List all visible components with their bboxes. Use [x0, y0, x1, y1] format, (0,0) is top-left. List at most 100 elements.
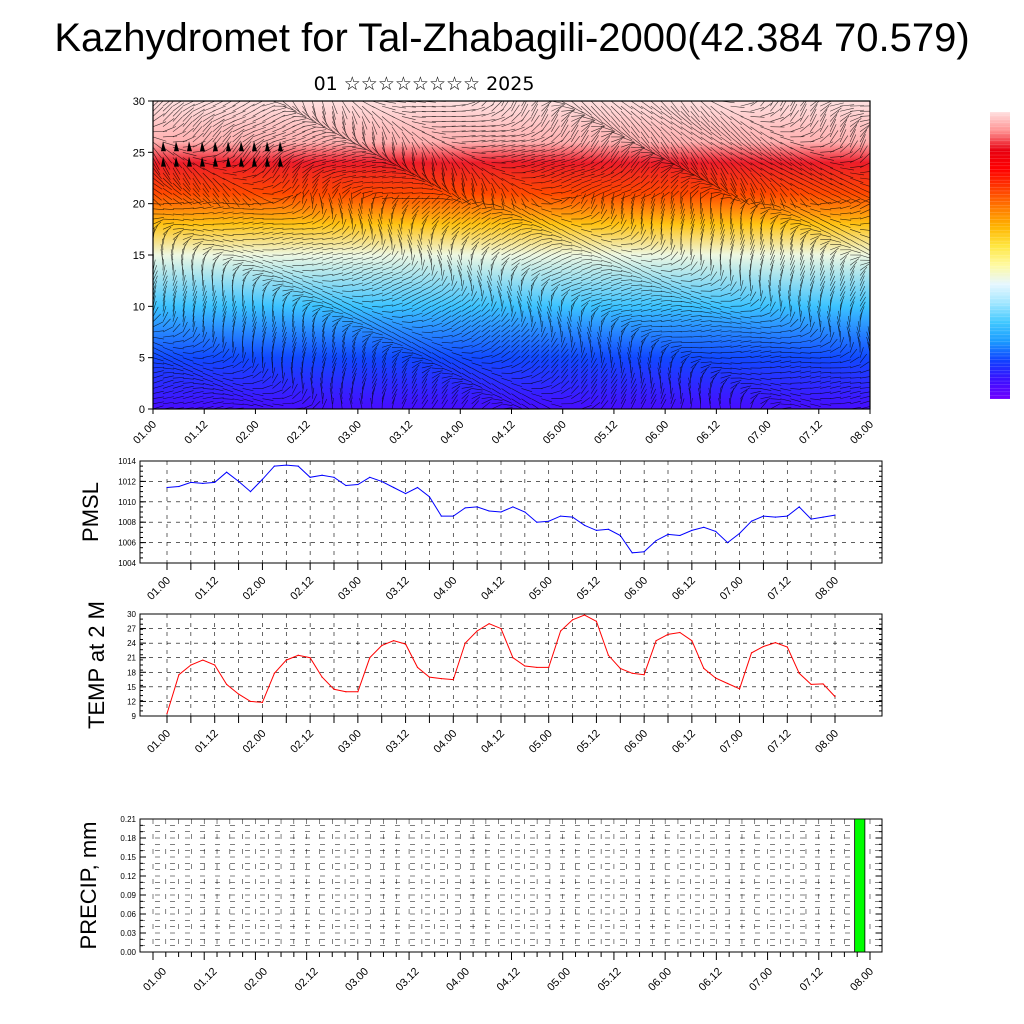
wind-barb [372, 267, 383, 271]
wind-flag [252, 156, 257, 167]
wind-barb [640, 394, 647, 405]
wind-barb [471, 183, 474, 195]
wind-barb [172, 362, 184, 368]
wind-barb [638, 362, 642, 374]
wind-barb [192, 198, 202, 206]
wind-barb [770, 219, 776, 230]
wind-barb [670, 136, 680, 149]
wind-barb [491, 255, 498, 266]
wind-barb [770, 259, 775, 271]
wind-barb [381, 331, 392, 338]
wind-barb [202, 321, 205, 333]
wind-barb [680, 111, 691, 122]
wind-barb [481, 355, 493, 358]
wind-barb [252, 274, 263, 281]
wind-barb [162, 264, 166, 276]
wind-barb [610, 362, 615, 374]
wind-barb [610, 282, 622, 287]
wind-barb [451, 287, 460, 297]
wind-barb [501, 388, 511, 395]
wind-barb [640, 105, 653, 115]
wind-barb [629, 341, 632, 353]
wind-barb [511, 244, 522, 251]
wind-barb [471, 222, 481, 230]
wind-barb [511, 149, 526, 153]
wind-barb [222, 336, 225, 348]
wind-barb [670, 268, 682, 271]
wind-barb [371, 368, 377, 379]
wind-barb [491, 227, 501, 235]
wind-barb [362, 281, 373, 287]
wind-barb [501, 244, 512, 251]
wind-barb [312, 268, 324, 271]
wind-barb [162, 188, 173, 195]
wind-barb [328, 193, 333, 204]
wind-barb [411, 326, 423, 329]
wind-barb [411, 167, 422, 179]
wind-barb [630, 182, 641, 189]
wind-barb [830, 167, 844, 174]
wind-barb [511, 388, 522, 395]
wind-barb [690, 228, 694, 240]
wind-barb [172, 305, 176, 317]
wind-barb [760, 157, 773, 165]
wind-barb [331, 398, 334, 409]
wind-barb [461, 399, 469, 409]
temp-point [679, 631, 681, 634]
wind-barb [800, 316, 806, 327]
wind-barb [840, 205, 851, 210]
wind-barb [780, 228, 784, 240]
wind-barb [312, 308, 321, 317]
wind-barb [680, 362, 684, 374]
wind-barb [476, 275, 482, 286]
wind-barb [690, 329, 702, 333]
wind-barb [486, 280, 492, 292]
wind-barb [302, 306, 308, 317]
wind-barb [620, 177, 631, 184]
wind-barb [352, 251, 363, 256]
wind-barb [153, 396, 164, 400]
wind-barb [669, 362, 672, 374]
wind-barb [730, 384, 738, 394]
wind-barb [252, 146, 262, 158]
wind-barb [800, 270, 806, 281]
wind-barb [551, 109, 560, 122]
wind-barb [441, 221, 451, 230]
wind-barb [192, 280, 196, 292]
wind-barb [342, 170, 357, 174]
wind-barb [660, 303, 672, 307]
wind-barb [202, 193, 211, 202]
wind-flag [187, 141, 192, 152]
wind-barb [491, 101, 496, 107]
wind-barb [362, 271, 373, 276]
wind-barb [667, 367, 672, 379]
wind-barb [810, 344, 822, 348]
pmsl-y-tick-label: 1008 [118, 518, 136, 527]
wind-barb [610, 111, 621, 123]
wind-barb [750, 223, 752, 235]
wind-barb [590, 374, 598, 384]
wind-barb [600, 394, 608, 405]
wind-barb [431, 216, 440, 225]
wind-barb [302, 347, 307, 358]
wind-barb [351, 116, 356, 131]
wind-barb [252, 101, 254, 102]
wind-barb [591, 167, 605, 174]
wind-barb [720, 234, 725, 245]
wind-barb [750, 355, 762, 358]
wind-barb [351, 136, 363, 147]
pmsl-point [333, 476, 335, 478]
wind-barb [590, 111, 602, 122]
wind-barb [810, 203, 822, 206]
wind-barb [501, 403, 513, 407]
wind-barb [242, 226, 254, 230]
heatmap-y-tick-label: 20 [133, 199, 145, 211]
wind-barb [640, 303, 652, 307]
wind-barb [869, 305, 870, 307]
temp-x-tick-label: 01.00 [145, 728, 173, 756]
wind-barb [342, 153, 356, 158]
wind-barb [182, 336, 193, 343]
wind-barb [372, 187, 384, 189]
wind-barb [222, 364, 234, 369]
